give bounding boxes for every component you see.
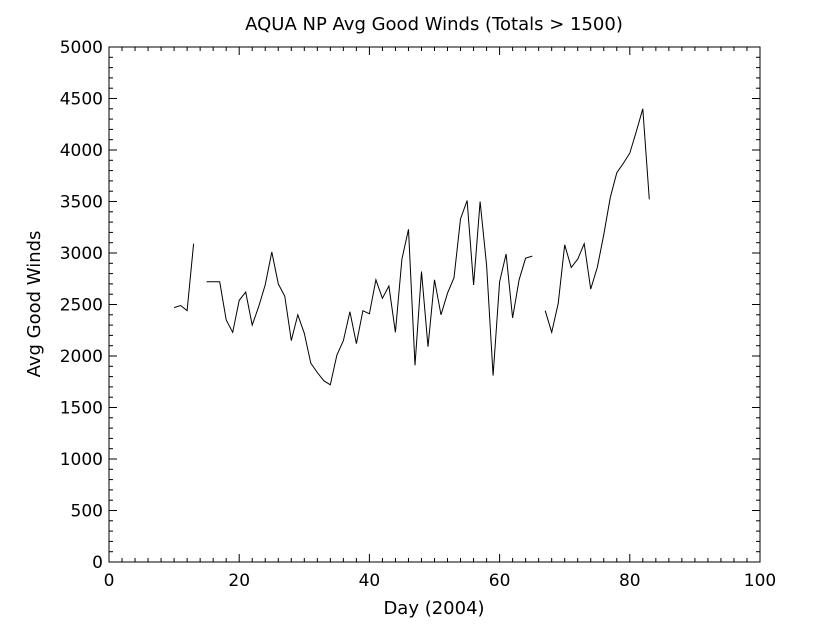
y-tick-label: 500 <box>71 502 103 522</box>
y-tick-label: 0 <box>92 553 103 573</box>
chart-title: AQUA NP Avg Good Winds (Totals > 1500) <box>245 14 623 35</box>
y-tick-label: 4000 <box>60 141 103 161</box>
y-tick-label: 3000 <box>60 244 103 264</box>
x-tick-label: 100 <box>744 571 776 591</box>
plot-area <box>108 46 761 563</box>
y-axis: 0 500 1000 1500 2000 2500 3000 3500 4000 4500 5000 <box>60 38 760 573</box>
x-axis: 0 20 40 60 80 100 <box>104 47 776 591</box>
series-line-segment-2 <box>206 200 533 386</box>
plot-frame <box>108 46 761 563</box>
y-axis-label: Avg Good Winds <box>24 231 45 378</box>
y-tick-label: 1500 <box>60 399 103 419</box>
y-tick-label: 2000 <box>60 347 103 367</box>
x-tick-label: 0 <box>104 571 115 591</box>
series-line-segment-1 <box>173 243 195 312</box>
data-series <box>173 108 650 386</box>
x-axis-label: Day (2004) <box>383 598 484 619</box>
series-line-segment-3 <box>544 108 650 335</box>
y-tick-label: 3500 <box>60 193 103 213</box>
x-tick-label: 40 <box>359 571 381 591</box>
x-tick-label: 80 <box>619 571 641 591</box>
y-tick-label: 2500 <box>60 296 103 316</box>
y-tick-label: 4500 <box>60 90 103 110</box>
x-tick-label: 60 <box>489 571 511 591</box>
y-tick-label: 5000 <box>60 38 103 58</box>
x-tick-label: 20 <box>228 571 250 591</box>
y-tick-label: 1000 <box>60 450 103 470</box>
